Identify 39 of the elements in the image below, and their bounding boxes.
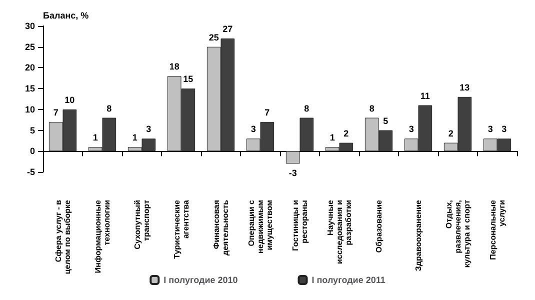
y-tick-label: 5 — [30, 125, 35, 136]
data-label: 15 — [183, 74, 194, 84]
x-tick-label: Здравоохранение — [414, 199, 423, 272]
data-label: 3 — [146, 124, 152, 134]
data-label: 7 — [264, 107, 270, 118]
y-tick-label: 10 — [24, 104, 35, 114]
x-tick-label: Образование — [374, 199, 384, 253]
data-label: 8 — [369, 103, 374, 114]
data-label: 3 — [250, 124, 256, 134]
data-label: 11 — [420, 90, 430, 101]
data-label: 8 — [106, 103, 112, 114]
y-tick-label: 0 — [30, 146, 35, 156]
data-label: 2 — [344, 128, 349, 138]
data-label: 10 — [64, 94, 75, 105]
data-label: 1 — [132, 132, 138, 142]
data-label: 5 — [383, 116, 388, 126]
data-label: 13 — [460, 82, 470, 92]
legend-label: I полугодие 2011 — [312, 275, 386, 285]
data-label: 2 — [448, 128, 454, 138]
x-tick-label: Сфера услуг - в целом по выборке — [54, 199, 72, 274]
data-label: 27 — [222, 24, 233, 34]
data-label: 3 — [408, 124, 414, 134]
data-label: 3 — [502, 124, 507, 134]
y-axis-title: Баланс, % — [43, 10, 89, 20]
data-label: 18 — [169, 62, 180, 72]
data-label: 1 — [92, 132, 98, 142]
y-tick-label: 30 — [24, 21, 35, 31]
data-label: 25 — [208, 32, 219, 42]
x-tick-label: Отдых, развлечения, культура и спорт — [444, 200, 472, 268]
data-label: 1 — [330, 132, 335, 142]
y-tick-label: 20 — [24, 62, 35, 73]
data-label: 8 — [304, 103, 310, 114]
y-tick-label: 15 — [24, 84, 35, 94]
y-tick-label: 25 — [24, 42, 35, 52]
data-label: 7 — [53, 107, 58, 118]
y-tick-label: -5 — [26, 167, 35, 177]
data-label: 3 — [488, 124, 493, 134]
legend-label: I полугодие 2010 — [164, 275, 238, 285]
data-label: -3 — [288, 168, 297, 178]
